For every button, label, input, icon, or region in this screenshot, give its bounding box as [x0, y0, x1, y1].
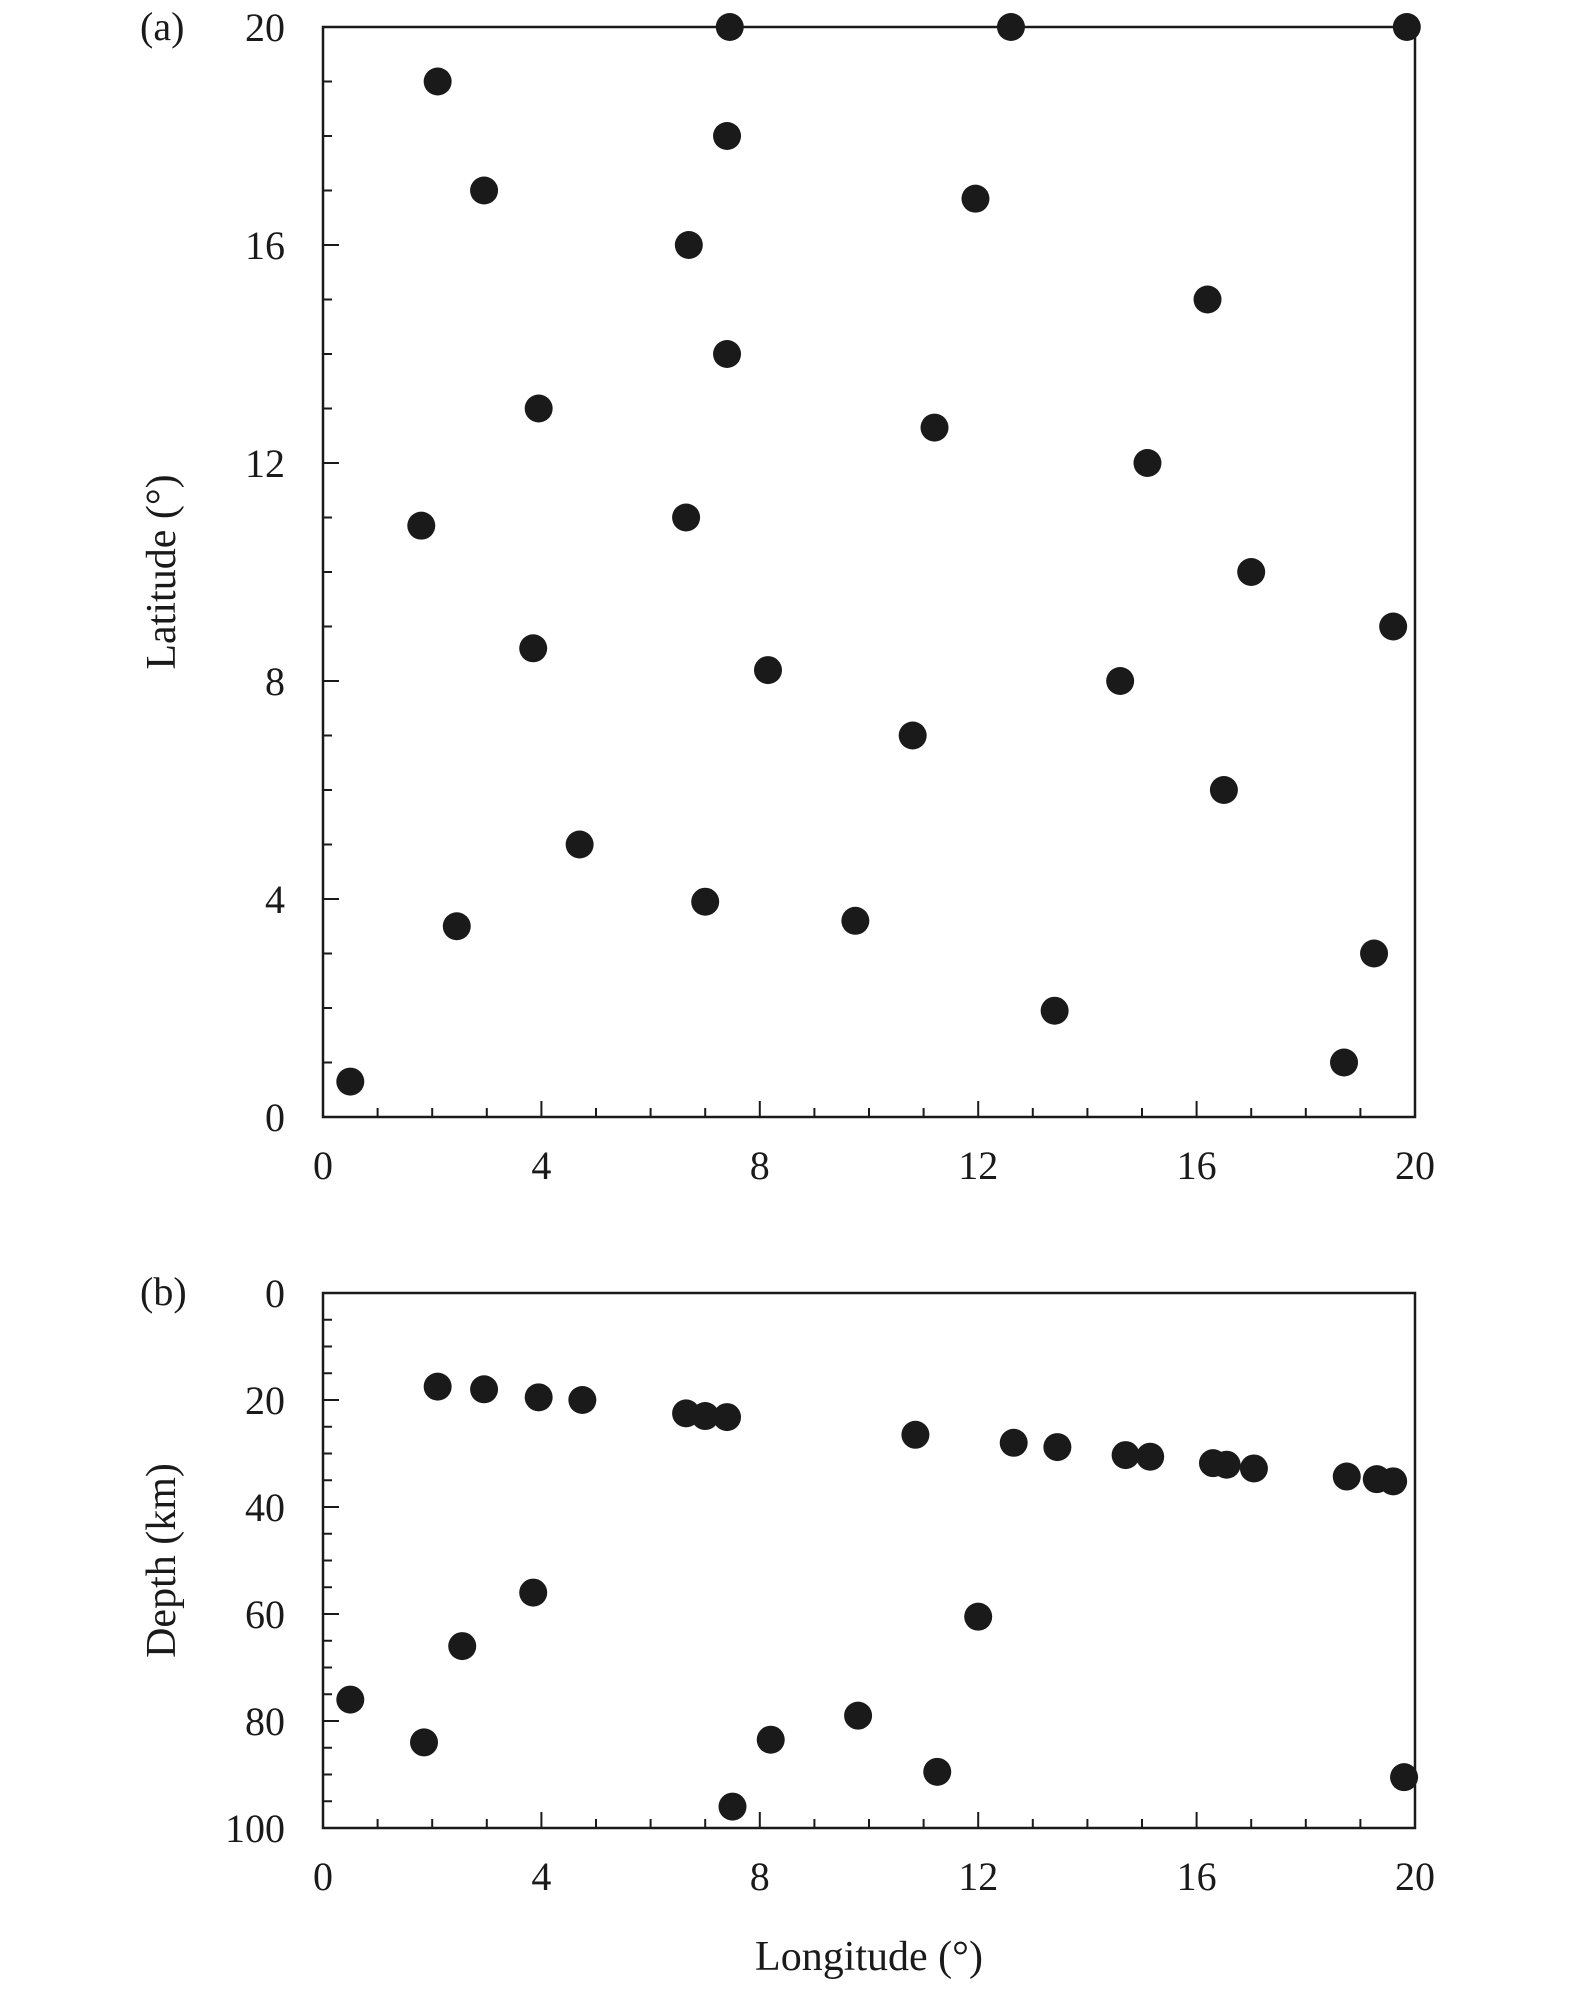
data-point: [756, 1725, 785, 1754]
y-tick-label: 60: [245, 1592, 285, 1637]
x-tick-label: 0: [313, 1143, 333, 1188]
data-point: [898, 721, 927, 750]
panel-b-depth-vs-longitude: 0 4 8 12 16 20 0 20 40 60 80 100 Depth (km) Longitude…: [139, 1269, 1435, 1980]
data-point: [713, 340, 742, 368]
data-point: [336, 1067, 365, 1096]
y-tick-label: 0: [265, 1271, 285, 1316]
data-point: [519, 1578, 548, 1607]
y-axis-title: Depth (km): [139, 1463, 185, 1658]
data-point: [999, 1428, 1028, 1457]
data-point: [844, 1701, 873, 1730]
panel-a-latitude-vs-longitude: 0 4 8 12 16 20 0 4 8 12 16 20 Latitude (°) (a): [139, 4, 1435, 1188]
x-tick-label: 4: [531, 1854, 551, 1899]
y-tick-label: 20: [245, 5, 285, 50]
data-point: [674, 231, 703, 259]
data-point: [691, 1402, 720, 1431]
data-point: [470, 1375, 499, 1404]
data-point: [1043, 1433, 1072, 1462]
data-point: [672, 503, 701, 532]
data-point: [423, 67, 452, 96]
data-point: [519, 634, 548, 663]
data-point: [1209, 776, 1238, 804]
data-point: [841, 906, 870, 935]
x-tick-label: 8: [750, 1854, 770, 1899]
data-point: [1040, 996, 1069, 1025]
data-point: [568, 1386, 597, 1414]
x-tick-label: 20: [1395, 1143, 1435, 1188]
y-axis-title: Latitude (°): [139, 474, 185, 669]
y-tick-label: 80: [245, 1699, 285, 1744]
data-point: [1360, 939, 1389, 968]
y-tick-label: 8: [265, 659, 285, 704]
data-point: [691, 887, 720, 916]
panel-label: (a): [140, 4, 184, 49]
data-point: [753, 656, 782, 685]
data-point: [407, 511, 436, 540]
data-point: [964, 1602, 993, 1631]
data-point: [715, 13, 744, 41]
data-point: [1390, 1763, 1419, 1792]
data-point: [901, 1420, 930, 1449]
x-tick-label: 12: [958, 1143, 998, 1188]
data-point: [923, 1757, 952, 1786]
panel-label: (b): [140, 1269, 187, 1314]
x-tick-label: 20: [1395, 1854, 1435, 1899]
data-point: [423, 1372, 452, 1401]
data-point: [565, 830, 594, 859]
data-point: [961, 184, 990, 213]
data-point: [1111, 1441, 1140, 1470]
data-point: [1330, 1048, 1359, 1077]
y-tick-label: 40: [245, 1485, 285, 1530]
data-point: [1136, 1442, 1165, 1471]
data-point: [713, 1403, 742, 1432]
data-point: [410, 1728, 439, 1757]
x-axis-title: Longitude (°): [755, 1934, 983, 1980]
data-point: [718, 1792, 747, 1821]
x-tick-label: 0: [313, 1854, 333, 1899]
data-point: [1212, 1450, 1241, 1479]
data-point: [1239, 1454, 1268, 1483]
data-point: [442, 912, 471, 941]
data-point: [336, 1685, 365, 1714]
x-tick-label: 16: [1177, 1143, 1217, 1188]
x-tick-label: 4: [531, 1143, 551, 1188]
data-point: [1379, 612, 1408, 641]
x-tick-label: 16: [1177, 1854, 1217, 1899]
y-tick-label: 16: [245, 223, 285, 268]
data-point: [524, 394, 553, 423]
data-point: [1133, 449, 1162, 477]
data-point: [470, 176, 499, 205]
data-point: [1237, 558, 1266, 586]
data-point: [1193, 285, 1222, 314]
data-point: [1392, 13, 1421, 41]
y-tick-label: 100: [225, 1806, 285, 1851]
y-tick-label: 0: [265, 1095, 285, 1140]
plot-frame: [321, 1291, 1417, 1830]
x-tick-label: 12: [958, 1854, 998, 1899]
data-point: [1106, 667, 1135, 695]
y-tick-label: 4: [265, 877, 285, 922]
data-point: [713, 122, 742, 150]
data-point: [920, 413, 949, 442]
data-point: [1379, 1467, 1408, 1496]
y-tick-label: 20: [245, 1378, 285, 1423]
data-point: [448, 1632, 477, 1661]
data-point: [524, 1383, 553, 1412]
x-tick-label: 8: [750, 1143, 770, 1188]
y-tick-label: 12: [245, 441, 285, 486]
data-point: [996, 13, 1025, 41]
data-point: [1332, 1462, 1361, 1491]
